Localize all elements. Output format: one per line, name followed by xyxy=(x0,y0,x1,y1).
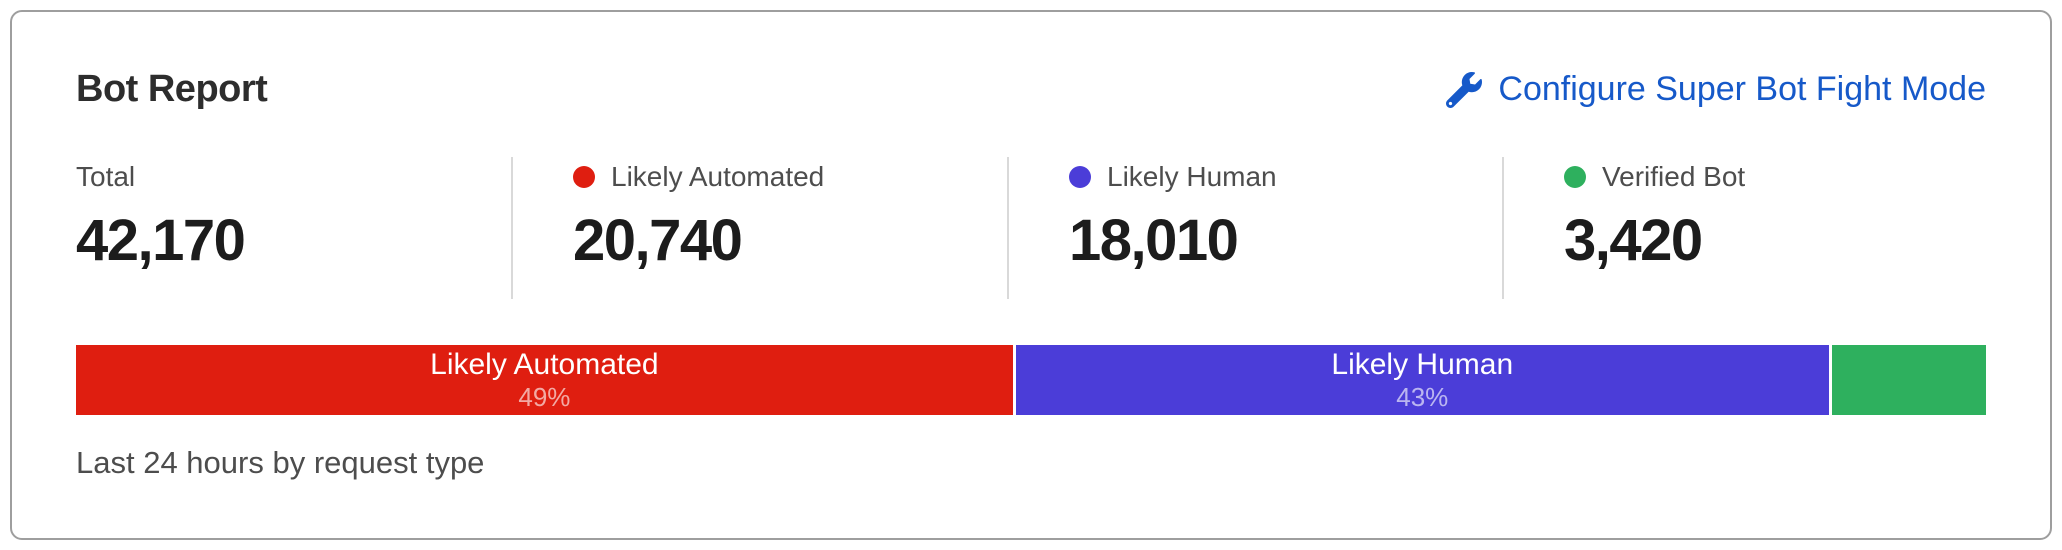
bar-segment-likely-human: Likely Human 43% xyxy=(1015,345,1829,415)
segment-percent: 49% xyxy=(518,382,571,412)
legend-dot-icon xyxy=(573,166,595,188)
bar-segment-verified-bot xyxy=(1831,345,1986,415)
legend-dot-icon xyxy=(1069,166,1091,188)
page-title: Bot Report xyxy=(76,68,268,110)
stat-label: Total xyxy=(76,161,136,192)
wrench-icon[interactable] xyxy=(1446,71,1483,108)
segment-percent: 43% xyxy=(1396,382,1449,412)
legend-dot-icon xyxy=(1564,166,1586,188)
stat-label: Verified Bot xyxy=(1602,161,1746,192)
stats-row: Total 42,170 Likely Automated 20,740 Lik… xyxy=(76,157,1986,299)
stat-label: Likely Human xyxy=(1107,161,1277,192)
stat-value: 18,010 xyxy=(1069,208,1239,273)
card-header: Bot Report Configure Super Bot Fight Mod… xyxy=(76,68,1986,111)
segment-label: Likely Human xyxy=(1331,348,1514,381)
stat-label-row: Verified Bot xyxy=(1564,161,1986,193)
stat-column-verified-bot: Verified Bot 3,420 xyxy=(1502,157,1986,299)
stat-value: 20,740 xyxy=(573,208,743,273)
stat-value: 42,170 xyxy=(76,208,246,273)
stat-label-row: Likely Human xyxy=(1069,161,1502,193)
chart-caption: Last 24 hours by request type xyxy=(76,445,485,480)
stat-label: Likely Automated xyxy=(611,161,825,192)
configure-super-bot-fight-mode-link[interactable]: Configure Super Bot Fight Mode xyxy=(1446,70,1986,109)
stat-column-likely-human: Likely Human 18,010 xyxy=(1007,157,1502,299)
stat-label-row: Likely Automated xyxy=(573,161,1007,193)
stat-column-total: Total 42,170 xyxy=(76,157,511,299)
stat-label-row: Total xyxy=(76,161,511,193)
bar-segment-likely-automated: Likely Automated 49% xyxy=(76,345,1013,415)
configure-link-label[interactable]: Configure Super Bot Fight Mode xyxy=(1498,70,1986,108)
stat-value: 3,420 xyxy=(1564,208,1703,273)
bot-report-card: Bot Report Configure Super Bot Fight Mod… xyxy=(10,10,2052,540)
stat-column-likely-automated: Likely Automated 20,740 xyxy=(511,157,1007,299)
segment-label: Likely Automated xyxy=(430,348,659,381)
bot-distribution-stacked-bar: Likely Automated 49% Likely Human 43% xyxy=(76,345,1986,415)
